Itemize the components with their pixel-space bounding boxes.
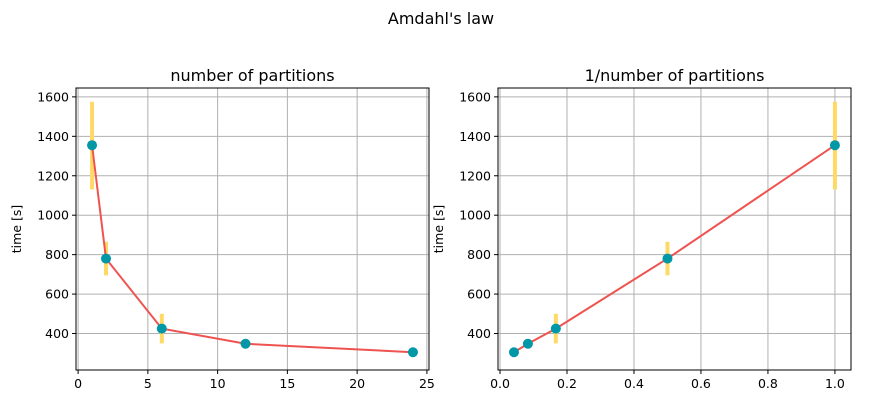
left-plot-frame xyxy=(75,87,430,371)
right-y-tick-label: 1600 xyxy=(459,89,491,104)
right-chart-title: 1/number of partitions xyxy=(585,66,765,85)
right-y-axis-label: time [s] xyxy=(431,205,446,253)
right-y-tick-label: 800 xyxy=(467,247,491,262)
left-y-tick-label: 1200 xyxy=(37,168,69,183)
right-x-tick-label: 0.0 xyxy=(490,376,510,391)
left-data-point xyxy=(87,140,98,151)
right-x-tick-label: 1.0 xyxy=(825,376,845,391)
right-data-point xyxy=(829,140,840,151)
left-y-axis-label: time [s] xyxy=(9,205,24,253)
left-x-tick-label: 25 xyxy=(419,376,435,391)
left-x-tick-label: 5 xyxy=(144,376,152,391)
left-y-tick-label: 600 xyxy=(45,287,69,302)
left-chart-panel: 0 5 10 15 20 25 400 600 800 1000 1200 1400 1600 numbe… xyxy=(9,66,435,391)
right-y-tick-label: 1200 xyxy=(459,168,491,183)
left-data-point xyxy=(240,338,251,349)
right-x-tick-label: 0.8 xyxy=(758,376,778,391)
figure-title: Amdahl's law xyxy=(388,9,494,28)
left-y-tick-label: 800 xyxy=(45,247,69,262)
left-x-tick-label: 10 xyxy=(210,376,226,391)
right-x-tick-label: 0.6 xyxy=(691,376,711,391)
right-data-point xyxy=(522,338,533,349)
right-plot-frame xyxy=(497,87,852,371)
left-y-tick-label: 1000 xyxy=(37,208,69,223)
right-y-tick-label: 1000 xyxy=(459,208,491,223)
left-chart-title: number of partitions xyxy=(170,66,334,85)
left-data-point xyxy=(407,347,418,358)
right-y-tick-label: 600 xyxy=(467,287,491,302)
left-x-tick-label: 20 xyxy=(349,376,365,391)
left-y-tick-label: 1400 xyxy=(37,129,69,144)
left-x-tick-label: 15 xyxy=(279,376,295,391)
left-data-point xyxy=(100,253,111,264)
right-data-point xyxy=(550,323,561,334)
right-y-tick-label: 400 xyxy=(467,326,491,341)
right-x-tick-label: 0.2 xyxy=(557,376,577,391)
right-y-tick-label: 1400 xyxy=(459,129,491,144)
left-y-tick-label: 400 xyxy=(45,326,69,341)
left-data-point xyxy=(156,323,167,334)
left-y-tick-label: 1600 xyxy=(37,89,69,104)
left-x-tick-label: 0 xyxy=(74,376,82,391)
right-data-point xyxy=(662,253,673,264)
right-x-tick-label: 0.4 xyxy=(624,376,644,391)
right-data-point xyxy=(508,347,519,358)
right-chart-panel: 0.0 0.2 0.4 0.6 0.8 1.0 400 600 800 1000 1200 1400 1… xyxy=(431,66,852,391)
